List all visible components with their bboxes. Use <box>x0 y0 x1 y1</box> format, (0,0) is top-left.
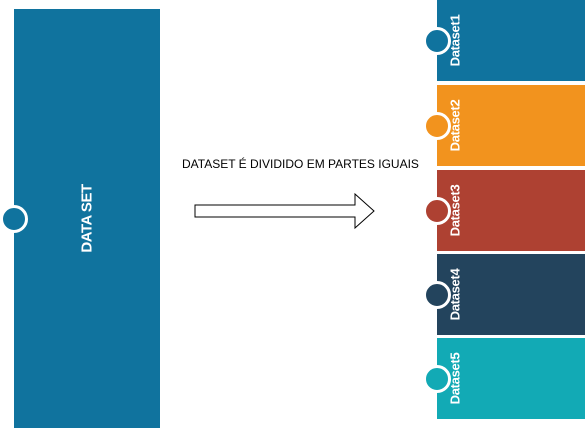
split-caption: DATASET É DIVIDIDO EM PARTES IGUAIS <box>182 157 419 171</box>
dataset5-dot <box>423 365 451 393</box>
dataset2-block <box>437 85 585 166</box>
dataset2-dot <box>423 112 451 140</box>
dataset4-block <box>437 254 585 335</box>
dataset5-block <box>437 338 585 419</box>
dataset1-dot <box>423 27 451 55</box>
dataset-main-dot <box>0 205 28 233</box>
dataset1-block <box>437 0 585 81</box>
dataset-main-block <box>14 9 160 428</box>
split-arrow-icon <box>194 192 375 230</box>
dataset4-dot <box>423 281 451 309</box>
dataset3-dot <box>423 197 451 225</box>
dataset3-block <box>437 170 585 251</box>
